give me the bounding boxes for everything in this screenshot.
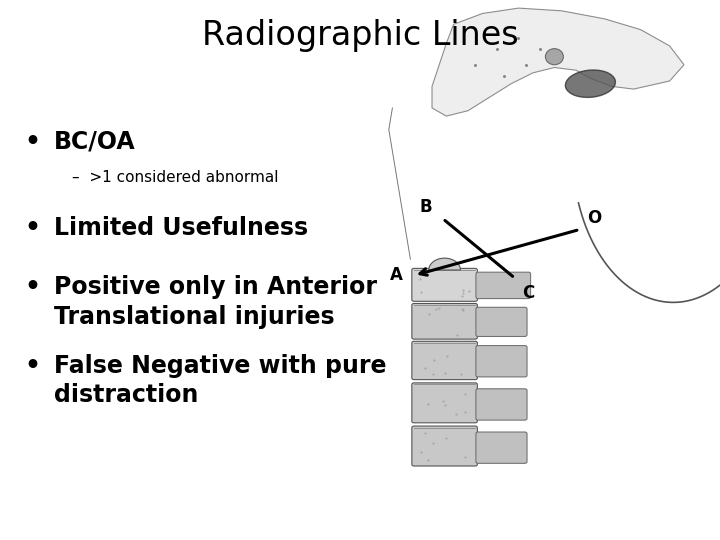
- Text: A: A: [390, 266, 403, 285]
- FancyBboxPatch shape: [476, 307, 527, 336]
- Text: •: •: [24, 354, 40, 377]
- FancyBboxPatch shape: [476, 346, 527, 377]
- Text: •: •: [24, 130, 40, 153]
- FancyBboxPatch shape: [476, 432, 527, 463]
- Text: •: •: [24, 216, 40, 240]
- FancyBboxPatch shape: [412, 268, 477, 301]
- Wedge shape: [428, 258, 461, 270]
- PathPatch shape: [432, 8, 684, 116]
- Ellipse shape: [546, 49, 563, 65]
- Text: B: B: [419, 198, 432, 216]
- FancyBboxPatch shape: [476, 389, 527, 420]
- Text: Radiographic Lines: Radiographic Lines: [202, 19, 518, 52]
- Text: •: •: [24, 275, 40, 299]
- Text: Positive only in Anterior
Translational injuries: Positive only in Anterior Translational …: [54, 275, 377, 329]
- Ellipse shape: [565, 70, 616, 97]
- FancyBboxPatch shape: [412, 383, 477, 423]
- FancyBboxPatch shape: [412, 303, 477, 339]
- Text: BC/OA: BC/OA: [54, 130, 135, 153]
- Text: Limited Usefulness: Limited Usefulness: [54, 216, 308, 240]
- Text: False Negative with pure
distraction: False Negative with pure distraction: [54, 354, 387, 407]
- Text: C: C: [522, 284, 534, 301]
- FancyBboxPatch shape: [412, 341, 477, 380]
- Text: –  >1 considered abnormal: – >1 considered abnormal: [72, 170, 279, 185]
- FancyBboxPatch shape: [412, 426, 477, 466]
- FancyBboxPatch shape: [476, 272, 531, 299]
- Text: O: O: [587, 209, 601, 227]
